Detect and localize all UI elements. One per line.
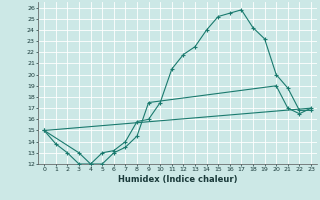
X-axis label: Humidex (Indice chaleur): Humidex (Indice chaleur) — [118, 175, 237, 184]
